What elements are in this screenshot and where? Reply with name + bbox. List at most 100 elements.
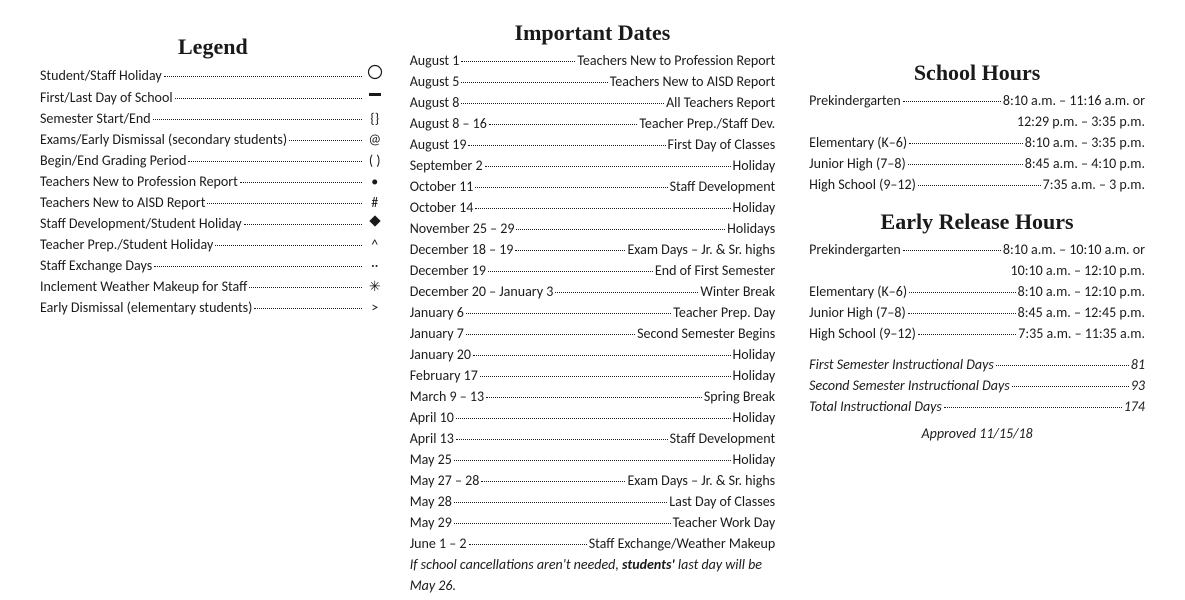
legend-symbol: ··	[364, 255, 386, 276]
hours-value: 8:10 a.m. – 11:16 a.m. or	[1003, 90, 1145, 111]
summary-label: First Semester Instructional Days	[809, 354, 994, 375]
date-event: Holiday	[733, 155, 776, 176]
date-label: August 19	[410, 134, 467, 155]
legend-symbol: >	[364, 297, 386, 318]
legend-label: Staff Development/Student Holiday	[40, 213, 242, 234]
leader-dots	[903, 101, 1001, 102]
hours-row: Prekindergarten8:10 a.m. – 10:10 a.m. or	[809, 239, 1145, 260]
date-event: All Teachers Report	[666, 92, 775, 113]
legend-symbol: •	[364, 171, 386, 192]
legend-row: Semester Start/End{}	[40, 108, 386, 129]
legend-row: Teacher Prep./Student Holiday ^	[40, 234, 386, 255]
leader-dots	[908, 164, 1023, 165]
leader-dots	[244, 224, 362, 225]
date-event: Teacher Work Day	[673, 512, 776, 533]
date-row: April 13Staff Development	[410, 428, 775, 449]
date-row: December 20 – January 3Winter Break	[410, 281, 775, 302]
leader-dots	[1012, 386, 1129, 387]
legend-row: Teachers New to Profession Report •	[40, 171, 386, 192]
hours-row: High School (9–12)7:35 a.m. – 11:35 a.m.	[809, 323, 1145, 344]
leader-dots	[461, 103, 664, 104]
leader-dots	[249, 287, 361, 288]
date-row: December 19End of First Semester	[410, 260, 775, 281]
date-event: Teachers New to Profession Report	[577, 50, 775, 71]
date-event: Teachers New to AISD Report	[610, 71, 775, 92]
date-row: August 8All Teachers Report	[410, 92, 775, 113]
date-row: May 28Last Day of Classes	[410, 491, 775, 512]
leader-dots	[188, 161, 361, 162]
date-label: November 25 – 29	[410, 218, 515, 239]
important-dates-list: August 1 Teachers New to Profession Repor…	[410, 50, 775, 554]
date-label: August 1	[410, 50, 460, 71]
date-label: March 9 – 13	[410, 386, 484, 407]
hours-label: Elementary (K–6)	[809, 281, 907, 302]
leader-dots	[456, 439, 668, 440]
date-event: Exam Days – Jr. & Sr. highs	[627, 239, 775, 260]
hours-continuation: 10:10 a.m. – 12:10 p.m.	[809, 260, 1145, 281]
date-label: January 7	[410, 323, 464, 344]
hours-value: 8:45 a.m. – 4:10 p.m.	[1025, 153, 1145, 174]
legend-list: Student/Staff HolidayFirst/Last Day of S…	[40, 64, 386, 318]
leader-dots	[154, 266, 362, 267]
summary-row: First Semester Instructional Days81	[809, 354, 1145, 375]
date-label: October 14	[410, 197, 474, 218]
leader-dots	[454, 523, 671, 524]
hours-column: School Hours Prekindergarten8:10 a.m. – …	[809, 20, 1145, 580]
hours-label: Junior High (7–8)	[809, 302, 906, 323]
date-label: September 2	[410, 155, 483, 176]
hours-label: High School (9–12)	[809, 174, 916, 195]
leader-dots	[481, 481, 625, 482]
legend-symbol: ^	[364, 234, 386, 255]
leader-dots	[918, 185, 1041, 186]
date-row: March 9 – 13Spring Break	[410, 386, 775, 407]
legend-row: Teachers New to AISD Report#	[40, 192, 386, 213]
leader-dots	[480, 376, 731, 377]
summary-row: Total Instructional Days 174	[809, 396, 1145, 417]
leader-dots	[485, 166, 731, 167]
hours-label: Prekindergarten	[809, 239, 901, 260]
hours-label: High School (9–12)	[809, 323, 916, 344]
leader-dots	[908, 313, 1016, 314]
important-dates-column: Important Dates August 1Teachers New to …	[410, 20, 775, 580]
leader-dots	[909, 143, 1023, 144]
date-row: January 6Teacher Prep. Day	[410, 302, 775, 323]
leader-dots	[555, 292, 698, 293]
leader-dots	[944, 407, 1122, 408]
legend-row: Begin/End Grading Period( )	[40, 150, 386, 171]
date-event: Holiday	[733, 365, 776, 386]
date-label: May 29	[410, 512, 452, 533]
date-event: Teacher Prep. Day	[673, 302, 775, 323]
leader-dots	[909, 292, 1016, 293]
date-row: August 1 Teachers New to Profession Repor…	[410, 50, 775, 71]
date-label: January 20	[410, 344, 471, 365]
legend-row: Student/Staff Holiday	[40, 64, 386, 86]
date-event: Holiday	[733, 197, 776, 218]
date-row: August 5Teachers New to AISD Report	[410, 71, 775, 92]
legend-label: Teacher Prep./Student Holiday	[40, 234, 213, 255]
date-row: November 25 – 29Holidays	[410, 218, 775, 239]
legend-row: Exams/Early Dismissal (secondary student…	[40, 129, 386, 150]
legend-label: Teachers New to Profession Report	[40, 171, 238, 192]
summary-label: Total Instructional Days	[809, 396, 942, 417]
legend-symbol	[364, 86, 386, 102]
leader-dots	[207, 203, 361, 204]
legend-label: Inclement Weather Makeup for Staff	[40, 276, 247, 297]
date-event: Winter Break	[700, 281, 775, 302]
legend-label: Semester Start/End	[40, 108, 151, 129]
legend-label: Early Dismissal (elementary students)	[40, 297, 252, 318]
school-hours-title: School Hours	[809, 60, 1145, 86]
date-event: Holiday	[733, 449, 776, 470]
leader-dots	[254, 308, 361, 309]
legend-row: Staff Development/Student Holiday	[40, 213, 386, 234]
legend-label: Begin/End Grading Period	[40, 150, 186, 171]
summary-value: 174	[1124, 396, 1145, 417]
hours-row: Elementary (K–6)8:10 a.m. – 12:10 p.m.	[809, 281, 1145, 302]
date-row: August 8 – 16Teacher Prep./Staff Dev.	[410, 113, 775, 134]
hours-value: 7:35 a.m. – 3 p.m.	[1043, 174, 1145, 195]
leader-dots	[461, 61, 575, 62]
leader-dots	[175, 98, 362, 99]
date-label: August 8 – 16	[410, 113, 487, 134]
date-row: October 14 Holiday	[410, 197, 775, 218]
hours-label: Elementary (K–6)	[809, 132, 907, 153]
hours-value: 8:10 a.m. – 3:35 p.m.	[1025, 132, 1145, 153]
